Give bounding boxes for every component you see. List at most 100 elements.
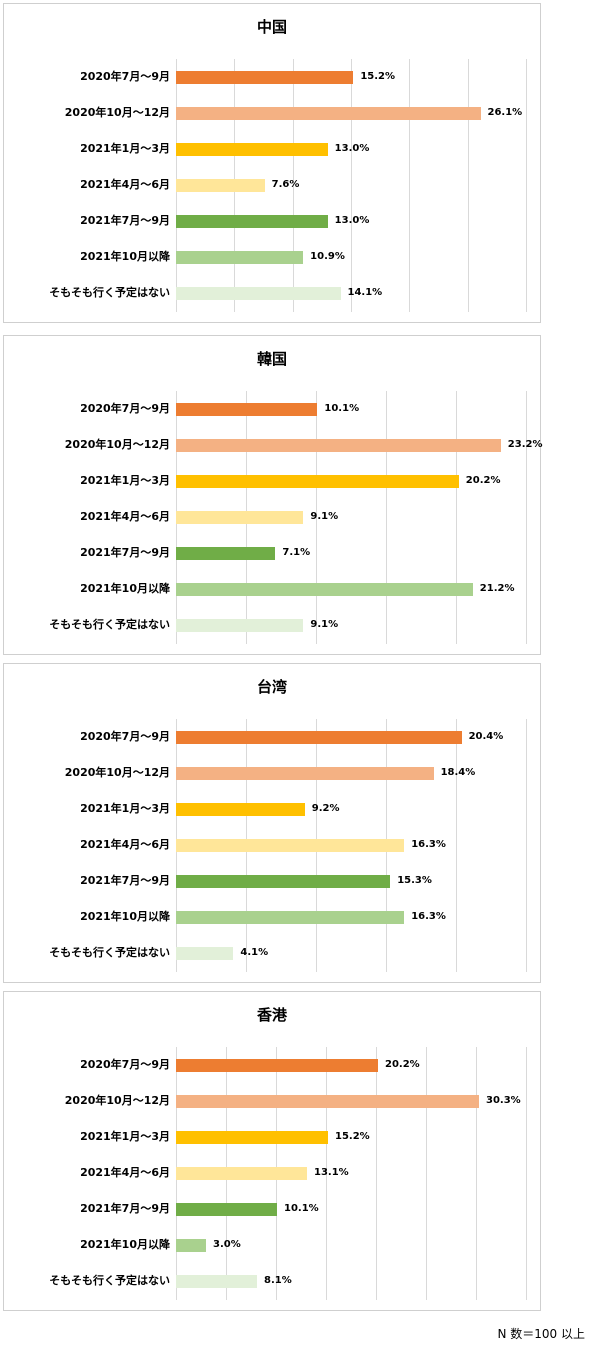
gridline [376,1047,377,1300]
data-label: 26.1% [487,107,523,118]
bar [176,839,405,852]
data-label: 7.6% [271,179,300,190]
data-label: 30.3% [486,1095,521,1106]
bar [176,475,459,488]
bar [176,143,328,156]
bar [176,947,234,960]
bar [176,583,473,596]
data-label: 15.3% [397,875,432,886]
data-label: 21.2% [479,583,515,594]
data-label: 3.0% [213,1239,241,1250]
gridline [426,1047,427,1300]
bar [176,731,462,744]
category-label: 2021年1月～3月 [80,802,170,815]
bar [176,215,328,228]
data-label: 20.2% [465,475,501,486]
bar [176,1203,277,1216]
gridline [409,59,411,312]
category-label: 2020年10月～12月 [64,438,170,451]
gridline [526,391,527,644]
category-label: 2020年7月～9月 [80,402,170,415]
category-label: そもそも行く予定はない [49,618,170,631]
data-label: 18.4% [440,767,476,778]
category-label: 2020年7月～9月 [80,730,170,743]
bar [176,619,304,632]
category-label: 2021年10月以降 [80,910,170,923]
bar [176,251,304,264]
category-label: 2021年10月以降 [80,582,170,595]
bar [176,107,481,120]
bar [176,179,265,192]
data-label: 10.1% [284,1203,319,1214]
bar [176,1167,307,1180]
gridline [456,391,457,644]
gridline [316,391,317,644]
gridline [526,1047,527,1300]
chart-panel: 韓国 2020年7月～9月 10.1% 2020年10月～12月 23.2% 2021年1… [3,335,543,655]
category-label: 2021年1月～3月 [80,142,170,155]
data-label: 9.1% [310,619,339,630]
category-label: 2020年10月～12月 [64,766,170,779]
category-label: 2020年10月～12月 [64,106,170,119]
category-label: 2021年7月～9月 [80,546,170,559]
bar [176,803,305,816]
category-label: 2021年1月～3月 [80,1130,170,1143]
data-label: 13.0% [334,143,370,154]
category-label: 2020年7月～9月 [80,1058,170,1071]
category-label: 2021年10月以降 [80,250,170,263]
gridline [476,1047,477,1300]
gridline [292,59,294,312]
category-label: 2021年4月～6月 [80,178,170,191]
category-label: 2021年4月～6月 [80,1166,170,1179]
data-label: 9.2% [311,803,340,814]
gridline [456,719,457,972]
bar [176,1095,479,1108]
gridline [351,59,352,312]
data-label: 15.2% [360,71,396,82]
category-label: 2021年7月～9月 [80,214,170,227]
bar [176,511,304,524]
data-label: 23.2% [507,439,543,450]
bar [176,1239,206,1252]
bar [176,911,405,924]
chart-panel: 中国 2020年7月～9月 15.2% 2020年10月～12月 26.1% 2021年1… [3,3,541,323]
category-label: そもそも行く予定はない [49,946,170,959]
data-label: 20.2% [385,1059,420,1070]
data-label: 13.0% [334,215,370,226]
category-label: 2021年4月～6月 [80,510,170,523]
data-label: 13.1% [314,1167,349,1178]
gridline [526,59,527,312]
gridline [386,391,387,644]
data-label: 8.1% [264,1275,292,1286]
chart-title: 台湾 [256,678,287,696]
chart-title: 香港 [256,1006,287,1024]
bar [176,1131,328,1144]
category-label: 2020年7月～9月 [80,70,170,83]
bar [176,287,341,300]
bar [176,1059,378,1072]
bar [176,1275,257,1288]
category-label: そもそも行く予定はない [49,286,170,299]
data-label: 7.1% [282,547,311,558]
gridline [526,719,527,972]
category-label: 2021年10月以降 [80,1238,170,1251]
data-label: 14.1% [347,287,383,298]
bar [176,71,354,84]
data-label: 10.9% [310,251,345,262]
gridline [467,59,469,312]
data-label: 16.3% [411,839,446,850]
category-label: 2021年4月～6月 [80,838,170,851]
bar [176,439,501,452]
category-label: 2021年7月～9月 [80,1202,170,1215]
bar [176,767,434,780]
data-label: 20.4% [468,731,504,742]
bar [176,875,391,888]
data-label: 16.3% [411,911,446,922]
sample-size-note: N 数＝100 以上 [497,1327,585,1341]
bar [176,547,276,560]
bar [176,403,318,416]
data-label: 9.1% [310,511,339,522]
data-label: 15.2% [335,1131,370,1142]
chart-panel: 香港 2020年7月～9月 20.2% 2020年10月～12月 30.3% 2021年1… [3,991,541,1311]
data-label: 10.1% [324,403,360,414]
